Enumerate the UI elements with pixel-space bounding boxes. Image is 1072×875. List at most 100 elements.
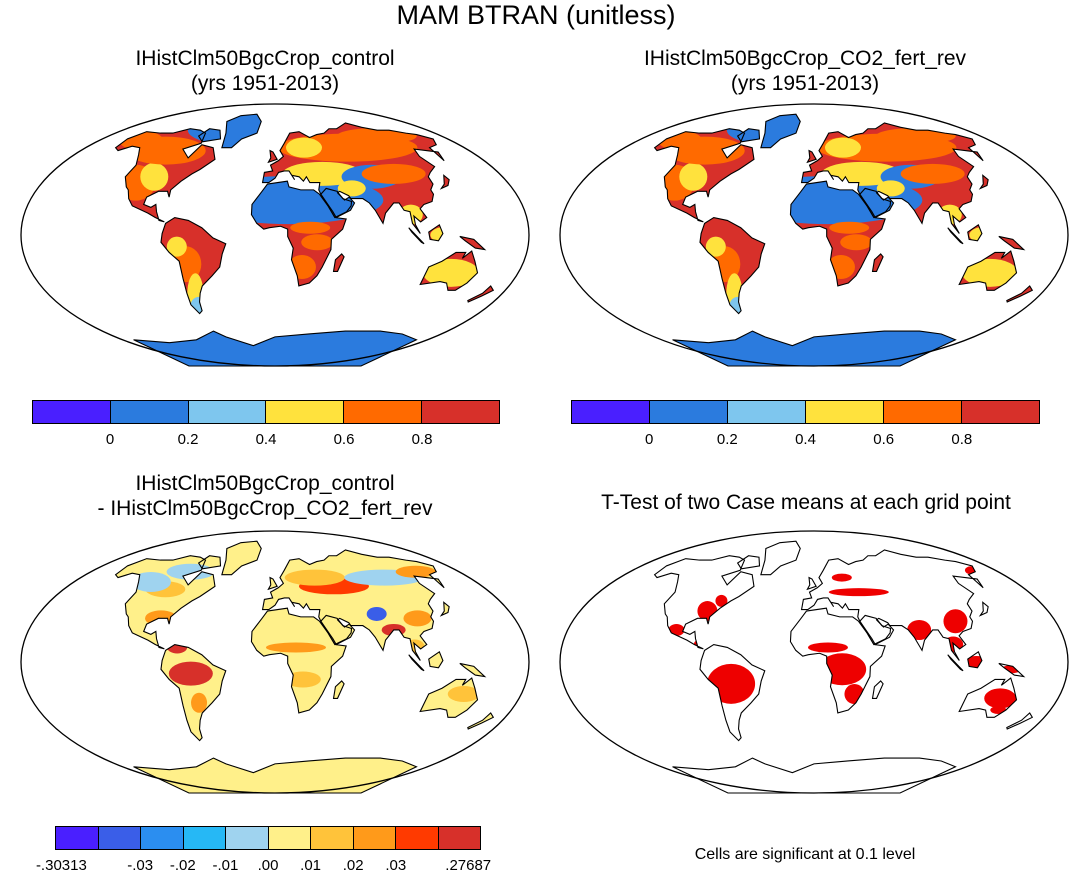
colorbar-box [422,401,499,423]
colorbar-tick-label: 0.4 [255,431,277,448]
colorbar-tick-label: -.02 [169,857,196,874]
colorbar-box [183,827,226,849]
coastline-newGuinea [459,662,487,678]
field-region [166,236,187,257]
field-region [301,234,334,251]
coastline-australia [419,250,479,291]
coastline-indonesia1 [408,227,425,245]
coastline-newGuinea [998,235,1026,251]
colorbar-tick-label: .27687 [445,857,492,874]
colorbar-box [650,401,728,423]
coastline-africa [250,180,347,287]
panel-title-line1: T-Test of two Case means at each grid po… [601,491,1011,514]
figure-title: MAM BTRAN (unitless) [396,0,676,30]
colorbar-box [806,401,884,423]
colorbar-tick-label: 0.6 [333,431,355,448]
colorbar-box [266,401,345,423]
colorbar-box [344,401,423,423]
panel-title-line2: (yrs 1951-2013) [730,72,880,95]
panel-title-ttest: T-Test of two Case means at each grid po… [540,490,1072,515]
coastline-greenland [760,540,801,576]
field-region [395,565,436,578]
ocean-background [21,104,529,366]
colorbar-box [141,827,184,849]
colorbar-tick-label: .00 [257,857,279,874]
coastline-baffin [197,555,222,570]
field-region [337,180,366,197]
colorbar-box [396,827,439,849]
coastline-baffin [736,555,761,570]
coastline-uk [806,149,817,164]
coastline-indonesia1 [408,654,425,672]
colorbar-tick-label: 0 [644,431,654,448]
colorbar-tick-label: -.30313 [35,857,87,874]
coastline-indonesia2 [967,223,983,242]
field-region [191,692,208,713]
colorbar-box [884,401,962,423]
map-difference [20,530,530,794]
significant-region [807,642,848,653]
coastline-madagascar [332,680,345,699]
ocean-background [560,104,1068,366]
significant-region [984,688,1017,709]
field-region [285,137,322,158]
field-region [840,234,873,251]
significant-region [907,619,932,640]
field-region [284,569,345,586]
coastline-nz [467,712,495,730]
panel-title-line1: IHistClm50BgcCrop_control [135,47,395,70]
field-region [447,686,480,703]
antarctica-field [133,331,417,366]
colorbar-box [311,827,354,849]
panel-title-control: IHistClm50BgcCrop_control (yrs 1951-2013… [30,46,500,96]
coastline-newGuinea [998,662,1026,678]
coastline-indonesia2 [428,223,444,242]
field-region [829,221,870,234]
colorbar-absolute-2 [571,400,1040,424]
coastline-australia [958,677,1018,718]
colorbar-tick-label: 0.8 [951,431,973,448]
colorbar-tick-label: 0 [105,431,115,448]
greenland-field [221,114,262,148]
colorbar-tick-label: .03 [385,857,407,874]
panel-title-co2-fert-rev: IHistClm50BgcCrop_CO2_fert_rev (yrs 1951… [570,46,1040,96]
coastline-arabia [859,614,892,646]
coastline-madagascar [871,253,884,272]
coastline-greenland [760,113,801,149]
colorbar-tick-label: 0.8 [411,431,433,448]
colorbar-box [226,827,269,849]
coastline-southAmerica [699,216,766,315]
colorbar-box [188,401,267,423]
coastline-eurasia [800,122,984,234]
coastline-newGuinea [459,235,487,251]
coastline-arabia [320,187,353,219]
colorbar-tick-label: -.01 [212,857,239,874]
greenland-field [760,114,801,148]
coastline-nz [1006,285,1034,303]
coastline-madagascar [332,253,345,272]
colorbar-tick-label: 0.6 [873,431,895,448]
field-region [705,236,726,257]
field-region [423,258,480,287]
field-region [679,162,708,191]
coastline-australia [419,677,479,718]
amazon-positive [168,661,213,686]
colorbar-tick-label: -.03 [127,857,154,874]
field-region [284,671,321,688]
coastline-arabia [320,614,353,646]
field-region [265,642,326,653]
ocean-background [21,531,529,793]
coastline-uk [806,576,817,591]
panel-title-line1: IHistClm50BgcCrop_CO2_fert_rev [643,47,967,70]
colorbar-box [56,827,99,849]
colorbar-box [268,827,311,849]
coastline-indonesia1 [947,227,964,245]
coastline-japan [978,601,989,617]
field-region [130,571,171,592]
colorbar-box [98,827,141,849]
antarctica-field [672,331,956,366]
colorbar-box [572,401,650,423]
coastline-northAmerica [653,555,755,650]
coastline-uk [267,576,278,591]
coastline-baffin [736,128,761,143]
